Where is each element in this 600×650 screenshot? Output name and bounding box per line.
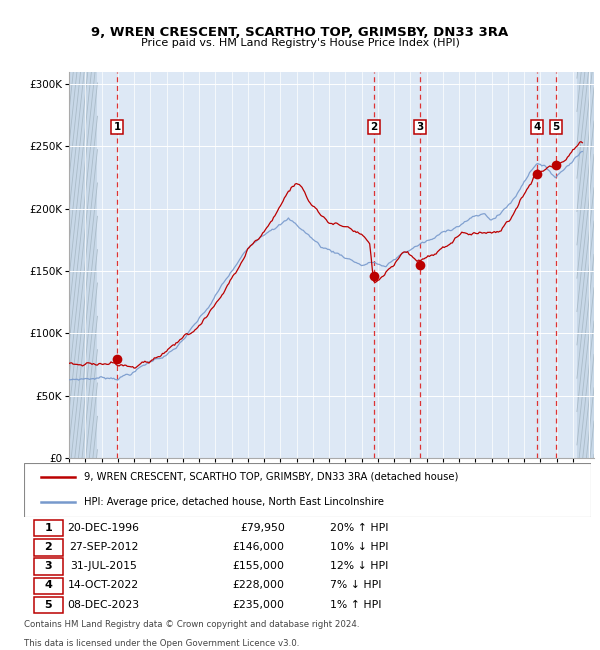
Text: 10% ↓ HPI: 10% ↓ HPI [330, 542, 389, 552]
Text: £79,950: £79,950 [240, 523, 285, 532]
Text: 1: 1 [113, 122, 121, 132]
Text: 27-SEP-2012: 27-SEP-2012 [68, 542, 138, 552]
Text: 5: 5 [552, 122, 559, 132]
Text: 4: 4 [533, 122, 541, 132]
Text: 2: 2 [44, 542, 52, 552]
Text: 9, WREN CRESCENT, SCARTHO TOP, GRIMSBY, DN33 3RA: 9, WREN CRESCENT, SCARTHO TOP, GRIMSBY, … [91, 26, 509, 39]
Bar [34, 540, 62, 556]
Text: 7% ↓ HPI: 7% ↓ HPI [330, 580, 382, 590]
Text: £146,000: £146,000 [233, 542, 285, 552]
Text: 3: 3 [44, 561, 52, 571]
Bar [69, 72, 97, 458]
Bar [34, 520, 62, 536]
Bar [34, 558, 62, 575]
Text: 3: 3 [416, 122, 424, 132]
Text: Contains HM Land Registry data © Crown copyright and database right 2024.: Contains HM Land Registry data © Crown c… [24, 620, 359, 629]
Text: 4: 4 [44, 580, 52, 590]
Text: 14-OCT-2022: 14-OCT-2022 [68, 580, 139, 590]
Text: 2: 2 [370, 122, 377, 132]
Text: £155,000: £155,000 [233, 561, 285, 571]
Text: HPI: Average price, detached house, North East Lincolnshire: HPI: Average price, detached house, Nort… [83, 497, 383, 507]
Text: £228,000: £228,000 [233, 580, 285, 590]
Text: £235,000: £235,000 [233, 600, 285, 610]
Text: 1% ↑ HPI: 1% ↑ HPI [330, 600, 382, 610]
Text: 5: 5 [44, 600, 52, 610]
Bar [34, 597, 62, 614]
Text: 20% ↑ HPI: 20% ↑ HPI [330, 523, 389, 532]
Text: This data is licensed under the Open Government Licence v3.0.: This data is licensed under the Open Gov… [24, 639, 299, 648]
Text: 31-JUL-2015: 31-JUL-2015 [70, 561, 137, 571]
Text: 20-DEC-1996: 20-DEC-1996 [67, 523, 139, 532]
Text: Price paid vs. HM Land Registry's House Price Index (HPI): Price paid vs. HM Land Registry's House … [140, 38, 460, 47]
Text: 1: 1 [44, 523, 52, 532]
Bar [34, 578, 62, 594]
Text: 08-DEC-2023: 08-DEC-2023 [67, 600, 139, 610]
Text: 12% ↓ HPI: 12% ↓ HPI [330, 561, 389, 571]
Bar [577, 72, 594, 458]
Text: 9, WREN CRESCENT, SCARTHO TOP, GRIMSBY, DN33 3RA (detached house): 9, WREN CRESCENT, SCARTHO TOP, GRIMSBY, … [83, 472, 458, 482]
